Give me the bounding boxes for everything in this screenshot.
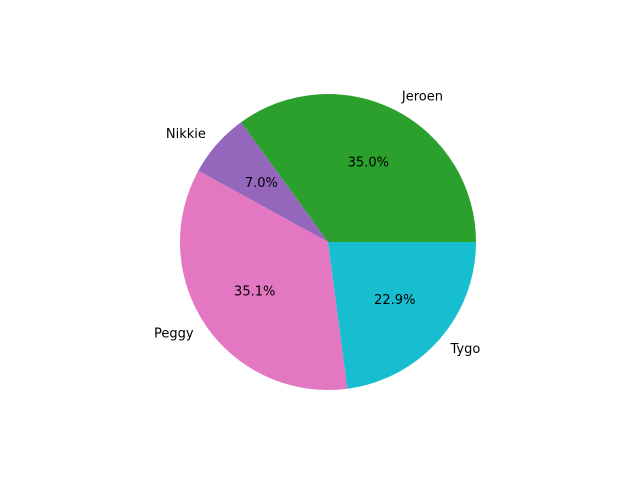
slice-label-jeroen: Jeroen: [401, 89, 443, 104]
pie-labels: Jeroen 35.0% Nikkie 7.0% Peggy 35.1% Tygo 22.9%: [154, 89, 480, 356]
pie-slice-tygo: [328, 242, 476, 389]
slice-label-peggy: Peggy: [154, 326, 194, 341]
slice-percent-nikkie: 7.0%: [245, 176, 278, 191]
slice-percent-peggy: 35.1%: [234, 285, 275, 300]
pie-slice-nikkie: [198, 122, 328, 242]
slice-percent-jeroen: 35.0%: [348, 155, 389, 170]
slice-label-nikkie: Nikkie: [166, 127, 206, 142]
pie-slices: [180, 94, 476, 390]
slice-label-tygo: Tygo: [449, 342, 480, 357]
slice-percent-tygo: 22.9%: [374, 293, 415, 308]
pie-slice-peggy: [180, 170, 348, 390]
pie-slice-jeroen: [241, 94, 476, 243]
